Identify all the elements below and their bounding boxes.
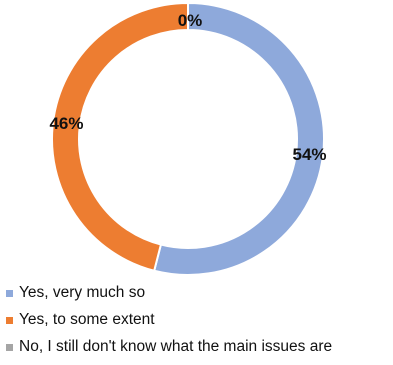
legend-swatch-yes-some-extent — [6, 316, 13, 324]
legend-label-no-dont-know: No, I still don't know what the main iss… — [19, 338, 333, 355]
legend: Yes, very much so Yes, to some extent No… — [6, 283, 332, 357]
data-label-yes-very-much: 54% — [293, 145, 327, 164]
legend-label-yes-some-extent: Yes, to some extent — [19, 311, 155, 328]
donut-chart: 54% 46% 0% — [49, 1, 327, 276]
data-label-yes-some-extent: 46% — [49, 114, 83, 133]
legend-item-yes-some-extent: Yes, to some extent — [6, 310, 332, 330]
legend-swatch-no-dont-know — [6, 343, 13, 351]
data-label-no-dont-know: 0% — [178, 11, 203, 30]
donut-slice-yes-very-much — [152, 1, 325, 276]
legend-label-yes-very-much: Yes, very much so — [19, 284, 146, 301]
legend-item-yes-very-much: Yes, very much so — [6, 283, 332, 303]
donut-slice-yes-some-extent — [51, 1, 189, 272]
legend-item-no-dont-know: No, I still don't know what the main iss… — [6, 337, 332, 357]
legend-swatch-yes-very-much — [6, 289, 13, 297]
